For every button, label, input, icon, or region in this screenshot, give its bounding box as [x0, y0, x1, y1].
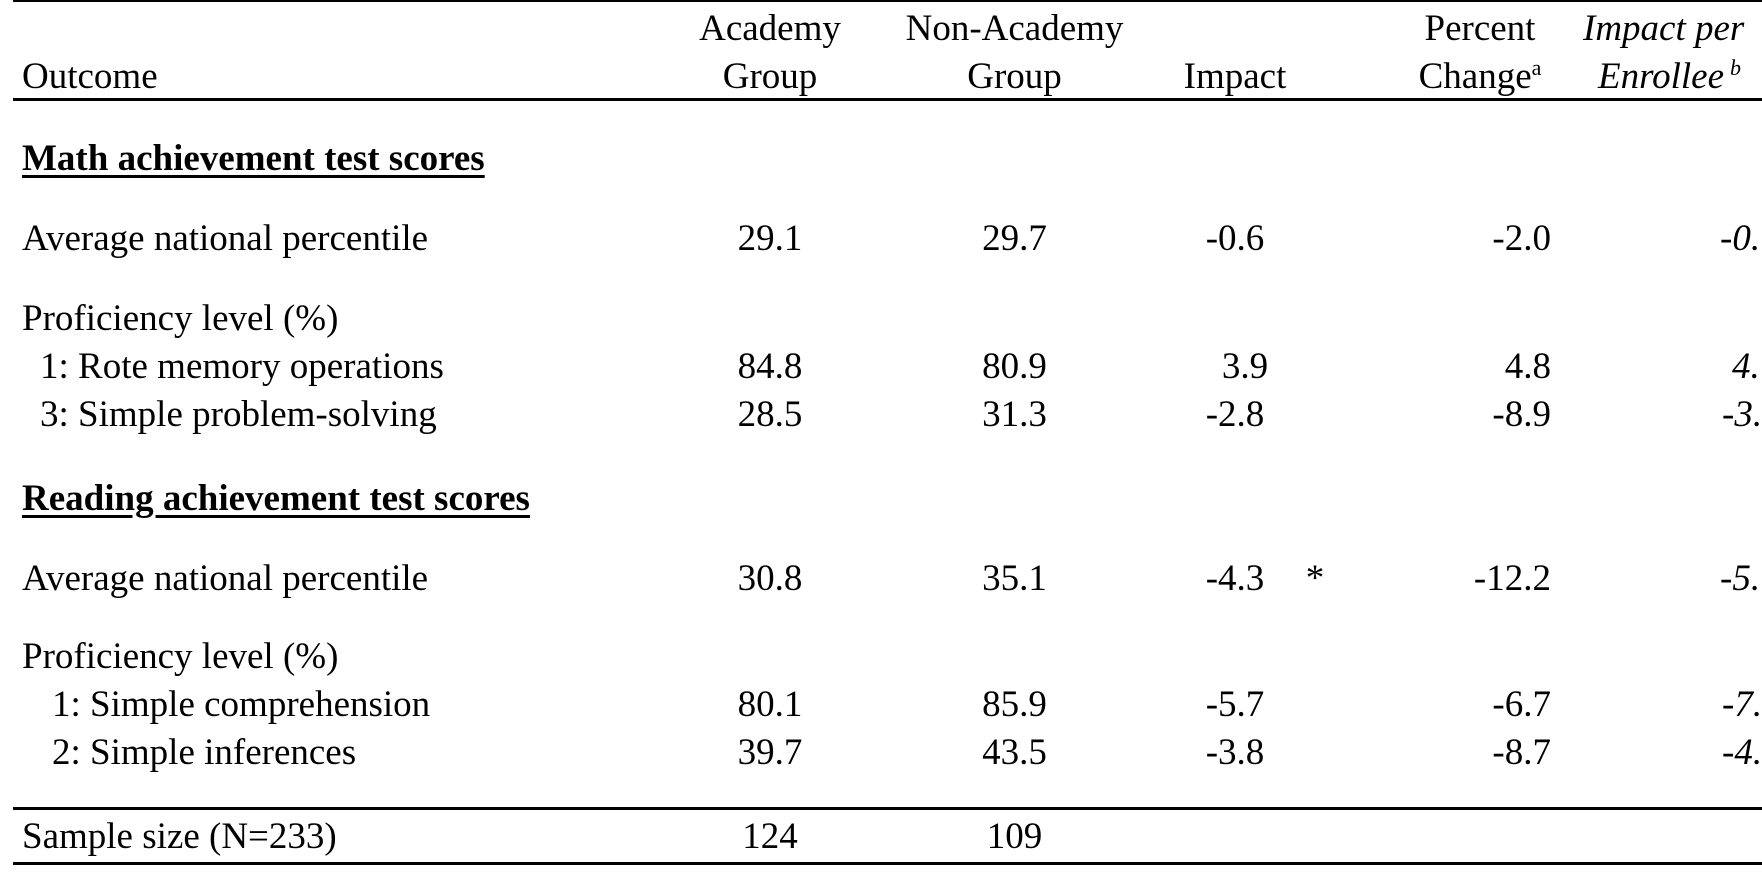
math-level3-non-academy: 31.3 — [982, 394, 1047, 435]
significance-marker: * — [1305, 558, 1325, 599]
reading-level2-label: 2: Simple inferences — [52, 732, 357, 773]
reading-level2-pct: -8.7 — [1492, 732, 1551, 773]
header-enrollee-text: Enrollee — [1598, 56, 1725, 97]
math-avg-academy: 29.1 — [737, 218, 803, 259]
math-level1-pct: 4.8 — [1504, 346, 1551, 387]
reading-avg-pct: -12.2 — [1473, 558, 1551, 599]
header-impact-per-line1: Impact per — [1583, 8, 1745, 49]
footnote-a-marker: a — [1531, 55, 1542, 80]
math-level3-impact: -2.8 — [1205, 394, 1265, 435]
reading-level1-impact: -5.7 — [1205, 684, 1265, 725]
reading-avg-impact: -4.3 — [1205, 558, 1265, 599]
reading-avg-label: Average national percentile — [22, 558, 429, 599]
math-level1-enrollee: 4. — [1732, 346, 1760, 387]
reading-avg-non-academy: 35.1 — [982, 558, 1047, 599]
sample-non-academy: 109 — [986, 816, 1043, 857]
reading-level2-academy: 39.7 — [737, 732, 803, 773]
header-rule — [13, 98, 1762, 101]
reading-level1-pct: -6.7 — [1492, 684, 1551, 725]
header-academy-line1: Academy — [699, 8, 841, 49]
header-percent-change-text: Change — [1418, 56, 1532, 97]
header-percent-line1: Percent — [1424, 8, 1536, 49]
reading-prof-label: Proficiency level (%) — [22, 636, 339, 677]
reading-level2-non-academy: 43.5 — [982, 732, 1047, 773]
math-avg-enrollee: -0. — [1720, 218, 1761, 259]
header-non-academy-line1: Non-Academy — [905, 8, 1124, 49]
reading-avg-academy: 30.8 — [737, 558, 803, 599]
section-title-math: Math achievement test scores — [22, 138, 485, 179]
reading-level1-enrollee: -7. — [1722, 684, 1762, 725]
math-avg-impact: -0.6 — [1205, 218, 1265, 259]
reading-level1-label: 1: Simple comprehension — [52, 684, 431, 725]
bottom-rule — [13, 862, 1762, 865]
reading-level2-enrollee: -4. — [1722, 732, 1762, 773]
header-impact-per-line2: Enrollee b — [1598, 55, 1742, 97]
math-level3-enrollee: -3. — [1722, 394, 1762, 435]
sample-size-label: Sample size (N=233) — [22, 816, 337, 857]
header-non-academy-line2: Group — [967, 56, 1062, 97]
header-impact: Impact — [1183, 56, 1287, 97]
math-level1-impact: 3.9 — [1221, 346, 1269, 387]
reading-level1-non-academy: 85.9 — [982, 684, 1047, 725]
math-level3-pct: -8.9 — [1492, 394, 1551, 435]
header-outcome: Outcome — [22, 56, 158, 97]
footnote-b-marker: b — [1730, 55, 1742, 80]
math-avg-label: Average national percentile — [22, 218, 429, 259]
math-level3-academy: 28.5 — [737, 394, 803, 435]
top-rule — [13, 0, 1762, 2]
reading-level2-impact: -3.8 — [1205, 732, 1265, 773]
reading-level1-academy: 80.1 — [737, 684, 803, 725]
header-academy-line2: Group — [722, 56, 818, 97]
math-avg-non-academy: 29.7 — [982, 218, 1047, 259]
sample-top-rule — [13, 807, 1762, 810]
math-level3-label: 3: Simple problem-solving — [40, 394, 437, 435]
math-level1-label: 1: Rote memory operations — [40, 346, 444, 387]
section-title-reading: Reading achievement test scores — [22, 478, 530, 519]
math-avg-pct: -2.0 — [1492, 218, 1551, 259]
header-percent-line2: Changea — [1380, 55, 1580, 97]
sample-academy: 124 — [742, 816, 798, 857]
math-level1-academy: 84.8 — [737, 346, 803, 387]
math-prof-label: Proficiency level (%) — [22, 298, 339, 339]
math-level1-non-academy: 80.9 — [982, 346, 1047, 387]
reading-avg-enrollee: -5. — [1720, 558, 1761, 599]
